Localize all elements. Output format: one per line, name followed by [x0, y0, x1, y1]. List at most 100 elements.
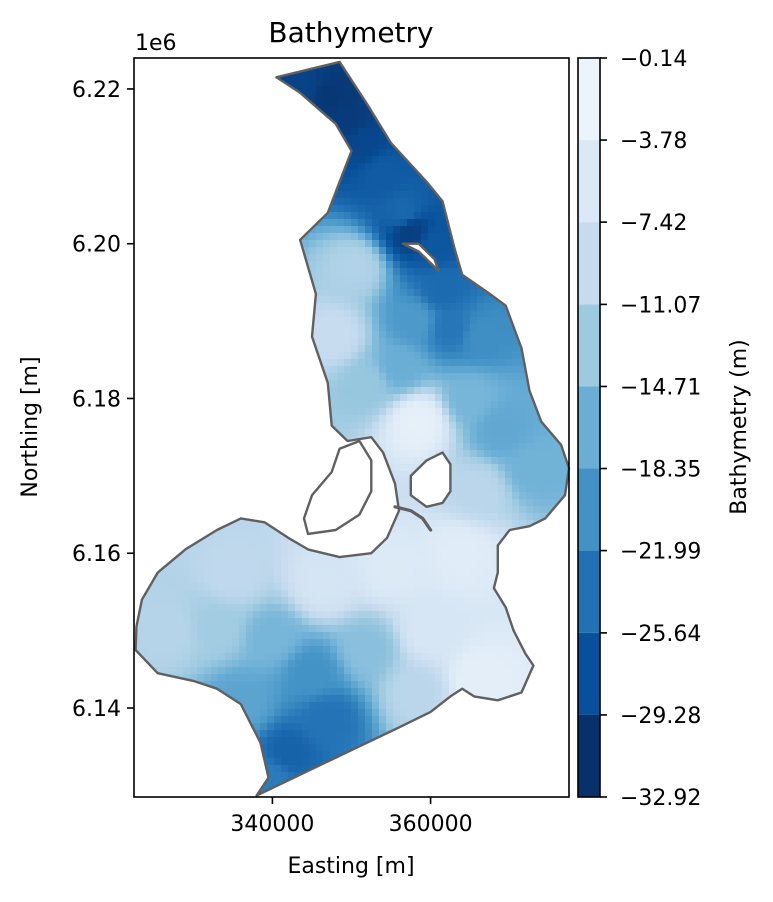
depth-cell	[302, 576, 310, 584]
depth-cell	[246, 261, 254, 269]
depth-cell	[225, 198, 233, 206]
depth-cell	[456, 338, 464, 346]
depth-cell	[358, 135, 366, 143]
depth-cell	[442, 450, 450, 458]
depth-cell	[218, 275, 226, 283]
depth-cell	[267, 646, 275, 654]
depth-cell	[428, 562, 436, 570]
depth-cell	[428, 422, 436, 430]
depth-cell	[135, 576, 142, 584]
depth-cell	[225, 457, 233, 465]
depth-cell	[428, 520, 436, 528]
depth-cell	[407, 394, 415, 402]
depth-cell	[414, 415, 422, 423]
depth-cell	[337, 723, 345, 731]
depth-cell	[169, 520, 177, 528]
depth-cell	[267, 338, 275, 346]
depth-cell	[225, 499, 233, 507]
depth-cell	[288, 107, 296, 115]
depth-cell	[316, 289, 324, 297]
depth-cell	[253, 457, 261, 465]
depth-cell	[211, 394, 219, 402]
depth-cell	[351, 611, 359, 619]
depth-cell	[351, 233, 359, 241]
depth-cell	[183, 744, 191, 752]
depth-cell	[148, 772, 156, 780]
depth-cell	[274, 485, 282, 493]
depth-cell	[456, 681, 464, 689]
depth-cell	[358, 415, 366, 423]
depth-cell	[225, 282, 233, 290]
depth-cell	[449, 289, 457, 297]
depth-cell	[183, 331, 191, 339]
depth-cell	[449, 72, 457, 80]
depth-cell	[225, 401, 233, 409]
depth-cell	[295, 527, 303, 535]
depth-cell	[148, 86, 156, 94]
depth-cell	[295, 338, 303, 346]
depth-cell	[204, 758, 212, 766]
depth-cell	[148, 107, 156, 115]
depth-cell	[218, 604, 226, 612]
depth-cell	[323, 716, 331, 724]
depth-cell	[183, 380, 191, 388]
depth-cell	[253, 345, 261, 353]
depth-cell	[155, 240, 163, 248]
depth-cell	[428, 716, 436, 724]
depth-cell	[442, 79, 450, 87]
depth-cell	[246, 240, 254, 248]
depth-cell	[288, 653, 296, 661]
depth-cell	[337, 191, 345, 199]
depth-cell	[358, 114, 366, 122]
depth-cell	[421, 639, 429, 647]
depth-cell	[162, 219, 170, 227]
depth-cell	[358, 541, 366, 549]
depth-cell	[183, 611, 191, 619]
depth-cell	[225, 177, 233, 185]
depth-cell	[274, 93, 282, 101]
depth-cell	[295, 436, 303, 444]
depth-cell	[337, 268, 345, 276]
depth-cell	[253, 366, 261, 374]
depth-cell	[302, 702, 310, 710]
depth-cell	[135, 695, 142, 703]
depth-cell	[155, 625, 163, 633]
depth-cell	[365, 520, 373, 528]
depth-cell	[456, 422, 464, 430]
depth-cell	[365, 359, 373, 367]
depth-cell	[463, 107, 471, 115]
depth-cell	[309, 191, 317, 199]
depth-cell	[155, 429, 163, 437]
depth-cell	[141, 387, 149, 395]
depth-cell	[274, 730, 282, 738]
depth-cell	[148, 730, 156, 738]
depth-cell	[295, 331, 303, 339]
depth-cell	[288, 674, 296, 682]
depth-cell	[183, 247, 191, 255]
depth-cell	[449, 548, 457, 556]
depth-cell	[393, 632, 401, 640]
depth-cell	[211, 485, 219, 493]
depth-cell	[456, 555, 464, 563]
depth-cell	[295, 345, 303, 353]
depth-cell	[295, 366, 303, 374]
depth-cell	[295, 555, 303, 563]
depth-cell	[274, 121, 282, 129]
depth-cell	[428, 681, 436, 689]
depth-cell	[463, 128, 471, 136]
depth-cell	[407, 401, 415, 409]
depth-cell	[204, 135, 212, 143]
depth-cell	[337, 786, 345, 794]
depth-cell	[246, 541, 254, 549]
depth-cell	[414, 527, 422, 535]
depth-cell	[288, 541, 296, 549]
depth-cell	[407, 422, 415, 430]
depth-cell	[337, 681, 345, 689]
depth-cell	[442, 177, 450, 185]
depth-cell	[435, 667, 443, 675]
depth-cell	[379, 639, 387, 647]
depth-cell	[267, 114, 275, 122]
depth-cell	[135, 72, 142, 80]
depth-cell	[344, 352, 352, 360]
depth-cell	[197, 499, 205, 507]
